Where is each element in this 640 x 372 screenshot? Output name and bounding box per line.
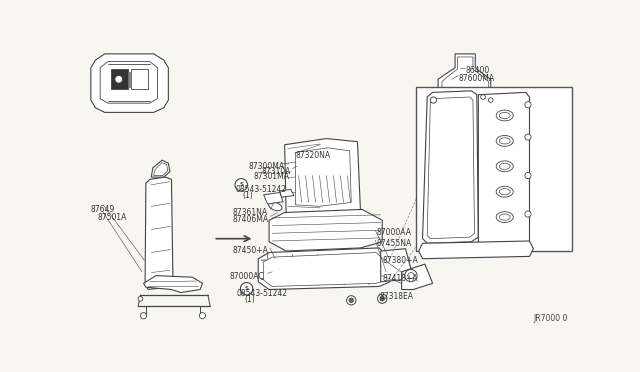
Circle shape [115,76,123,83]
Text: 87600MA: 87600MA [459,74,495,83]
Circle shape [525,173,531,179]
Polygon shape [131,69,148,89]
Text: 08543-51242: 08543-51242 [237,289,287,298]
Text: 87450+A: 87450+A [233,246,269,256]
Polygon shape [402,264,433,289]
Text: 87318EA: 87318EA [380,292,414,301]
Text: 87000AA: 87000AA [376,228,411,237]
Circle shape [408,273,414,279]
Circle shape [380,296,385,301]
Polygon shape [422,91,478,243]
Polygon shape [264,192,283,204]
Ellipse shape [269,202,282,211]
Polygon shape [478,92,529,245]
Text: 87649: 87649 [90,205,115,214]
Text: 87380+A: 87380+A [382,256,418,265]
Circle shape [525,102,531,108]
Polygon shape [145,177,173,289]
Text: 86400: 86400 [466,66,490,75]
Polygon shape [151,160,170,177]
Polygon shape [428,97,474,239]
Text: 87301MA: 87301MA [253,173,290,182]
Polygon shape [259,248,390,289]
Text: (1): (1) [243,191,253,200]
Text: 87601MA: 87601MA [513,111,548,120]
Text: 87643+A: 87643+A [489,232,525,241]
Polygon shape [128,71,131,87]
Text: 876110A: 876110A [425,225,459,234]
Circle shape [241,283,253,295]
Text: 87455NA: 87455NA [376,239,412,248]
Circle shape [404,269,417,282]
Text: 87501A: 87501A [97,212,127,221]
Circle shape [347,296,356,305]
Text: 87000AC: 87000AC [230,272,264,281]
Circle shape [140,312,147,319]
Text: 87602+A: 87602+A [508,102,543,110]
Polygon shape [296,148,351,206]
Polygon shape [269,209,382,251]
Circle shape [525,211,531,217]
Circle shape [430,97,436,103]
Polygon shape [264,253,386,286]
Circle shape [349,298,353,302]
Polygon shape [381,249,412,282]
Polygon shape [154,163,168,176]
Text: 87300MA: 87300MA [249,162,285,171]
Polygon shape [91,54,168,112]
Bar [417,87,572,251]
Text: JR7000 0: JR7000 0 [534,314,568,323]
Circle shape [488,98,493,102]
Polygon shape [285,139,360,217]
Text: S: S [244,286,248,291]
Text: 87310A: 87310A [261,167,291,176]
Polygon shape [143,276,202,293]
Polygon shape [280,189,294,197]
Text: 87620PA: 87620PA [444,243,477,252]
Circle shape [235,179,248,191]
Circle shape [138,296,143,301]
Text: S: S [239,182,243,187]
Circle shape [199,312,205,319]
Text: 08543-51242: 08543-51242 [235,185,286,194]
Text: 87418+A: 87418+A [382,274,418,283]
Text: (1): (1) [244,295,255,304]
Circle shape [525,134,531,140]
Text: 87320NA: 87320NA [296,151,331,160]
Polygon shape [111,69,128,89]
Polygon shape [100,62,157,103]
Text: 87406MA: 87406MA [233,215,269,224]
Circle shape [481,95,485,99]
Polygon shape [438,54,491,92]
Text: 87603+A: 87603+A [429,105,465,114]
Text: 87361NA: 87361NA [233,208,268,217]
Polygon shape [419,241,533,259]
Polygon shape [442,57,488,90]
Circle shape [378,294,387,303]
